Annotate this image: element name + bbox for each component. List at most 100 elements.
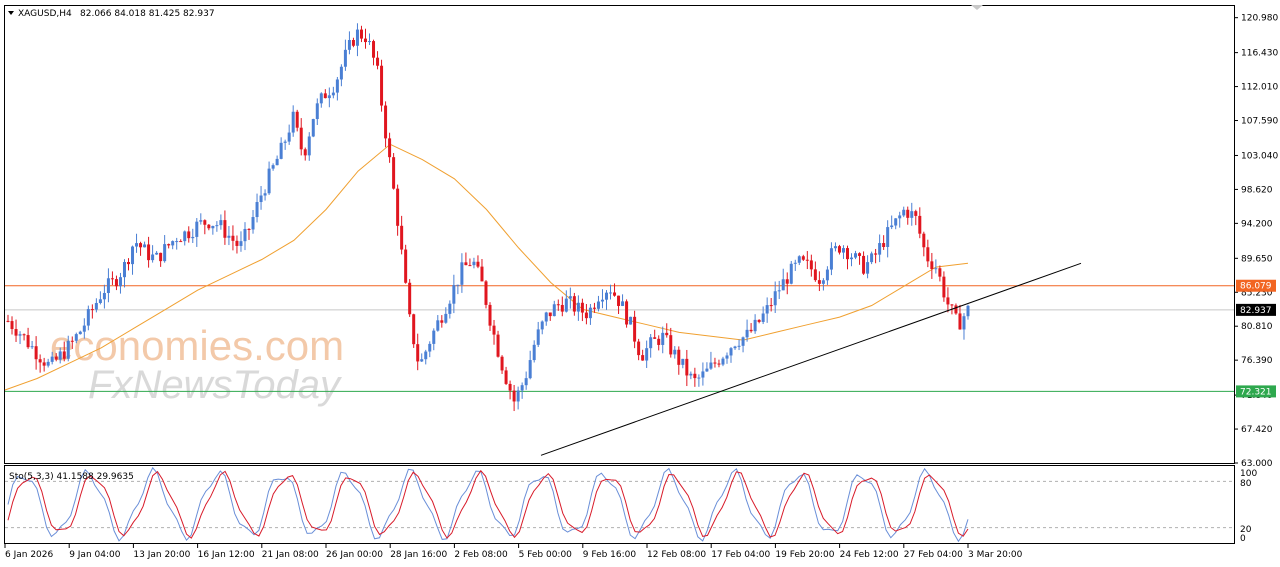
candle-body xyxy=(580,302,584,313)
x-tick-label: 28 Jan 16:00 xyxy=(390,550,447,560)
time-axis: 6 Jan 2026 9 Jan 04:00 13 Jan 20:00 16 Jan … xyxy=(4,544,1023,560)
candle-body xyxy=(199,220,203,222)
candle-body xyxy=(183,231,187,242)
candle-body xyxy=(351,40,355,46)
y-tick-label: 89.650 xyxy=(1241,254,1273,264)
candle-body xyxy=(428,343,432,352)
candle-body xyxy=(211,225,215,229)
candle-body xyxy=(665,332,669,336)
candle-body xyxy=(295,111,299,128)
candle-body xyxy=(504,370,508,384)
candle-body xyxy=(584,312,588,319)
candle-body xyxy=(424,351,428,360)
candle-body xyxy=(737,345,741,347)
candle-body xyxy=(721,358,725,365)
candle-body xyxy=(90,309,94,311)
candle-body xyxy=(749,329,753,332)
x-tick-label: 2 Feb 08:00 xyxy=(454,550,508,560)
candle-body xyxy=(496,334,500,357)
candle-body xyxy=(327,95,331,99)
candle-body xyxy=(98,299,102,303)
x-tick-label: 21 Jan 08:00 xyxy=(262,550,319,560)
candle-body xyxy=(882,243,886,247)
candle-body xyxy=(717,363,721,365)
y-tick-label: 120.980 xyxy=(1241,14,1278,24)
osc-scale-80: 80 xyxy=(1240,479,1252,489)
chart-shift-marker-icon[interactable] xyxy=(971,5,983,10)
price-axis: 120.980 116.430 112.010 107.590 103.040 98.62… xyxy=(1234,14,1278,469)
x-tick-label: 6 Jan 2026 xyxy=(5,550,53,560)
ma-path xyxy=(4,143,969,391)
candle-body xyxy=(122,262,126,278)
resistance-price-tag-text: 86.079 xyxy=(1240,282,1272,292)
candle-body xyxy=(110,278,114,280)
candle-body xyxy=(918,215,922,234)
candle-body xyxy=(400,225,404,250)
candle-body xyxy=(894,218,898,226)
candle-body xyxy=(825,269,829,281)
candle-body xyxy=(862,255,866,274)
candle-body xyxy=(171,241,175,246)
current-price-tag-text: 82.937 xyxy=(1240,306,1272,316)
candle-body xyxy=(669,335,673,355)
candle-body xyxy=(14,329,18,336)
candle-body xyxy=(287,132,291,142)
candle-body xyxy=(649,337,653,349)
candle-body xyxy=(34,346,38,360)
x-tick-label: 9 Jan 04:00 xyxy=(69,550,121,560)
main-plot-frame xyxy=(4,5,1235,464)
candle-body xyxy=(524,378,528,386)
candle-body xyxy=(845,248,849,260)
candle-body xyxy=(143,244,147,248)
candle-body xyxy=(46,361,50,366)
y-tick-label: 103.040 xyxy=(1241,151,1278,161)
candle-body xyxy=(492,325,496,335)
candle-body xyxy=(596,301,600,309)
candle-body xyxy=(347,40,351,50)
candle-body xyxy=(151,254,155,261)
candle-body xyxy=(693,373,697,379)
candle-body xyxy=(191,236,195,239)
candle-body xyxy=(966,305,970,317)
candle-body xyxy=(94,302,98,310)
candle-body xyxy=(102,293,106,300)
candle-body xyxy=(657,338,661,345)
symbol-dropdown-icon[interactable] xyxy=(8,11,14,15)
x-tick-label: 17 Feb 04:00 xyxy=(711,550,770,560)
candle-body xyxy=(701,371,705,378)
candle-body xyxy=(343,49,347,67)
candle-body xyxy=(339,66,343,80)
candle-body xyxy=(335,79,339,93)
price-tags: 86.079 82.937 72.321 xyxy=(1236,279,1276,398)
candle-body xyxy=(769,305,773,307)
candle-body xyxy=(460,262,464,285)
candle-body xyxy=(231,235,235,241)
candle-body xyxy=(850,257,854,260)
candle-body xyxy=(259,195,263,203)
candle-body xyxy=(540,321,544,330)
candle-body xyxy=(930,261,934,270)
candle-body xyxy=(548,312,552,317)
candle-body xyxy=(476,261,480,267)
candle-body xyxy=(255,202,259,218)
candle-body xyxy=(420,359,424,362)
candle-body xyxy=(155,252,159,255)
candle-body xyxy=(30,346,34,348)
candle-body xyxy=(588,307,592,319)
candle-body xyxy=(267,168,271,194)
candle-body xyxy=(163,244,167,262)
candle-body xyxy=(512,390,516,402)
candle-body xyxy=(468,265,472,267)
candle-body xyxy=(54,356,58,360)
candle-body xyxy=(6,320,10,322)
candle-body xyxy=(797,256,801,263)
candle-body xyxy=(247,228,251,230)
candle-body xyxy=(207,224,211,229)
candle-body xyxy=(962,316,966,330)
candle-body xyxy=(629,316,633,325)
x-tick-label: 16 Jan 12:00 xyxy=(198,550,255,560)
candle-body xyxy=(866,262,870,274)
sto-signal-line xyxy=(7,469,969,539)
candle-body xyxy=(902,209,906,216)
